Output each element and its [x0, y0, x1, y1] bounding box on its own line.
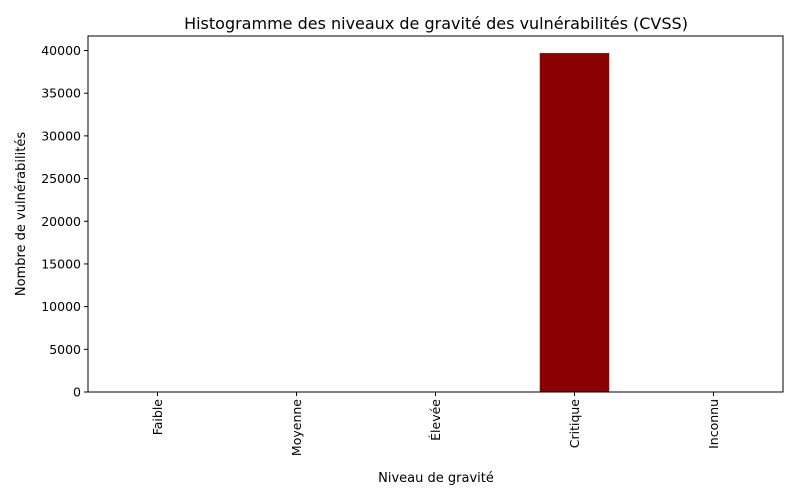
x-axis-label: Niveau de gravité: [378, 471, 494, 486]
y-tick-label: 25000: [41, 171, 81, 186]
x-tick-label: Critique: [567, 399, 582, 449]
x-tick-label: Élevée: [428, 399, 443, 441]
y-tick-label: 40000: [41, 43, 81, 58]
y-tick-label: 15000: [41, 256, 81, 271]
chart-title: Histogramme des niveaux de gravité des v…: [184, 14, 688, 33]
x-axis-ticks: Faible Moyenne Élevée Critique Inconnu: [150, 392, 721, 456]
plot-frame: [87, 35, 784, 393]
bar-4: [539, 53, 610, 392]
y-axis-label: Nombre de vulnérabilités: [14, 132, 29, 296]
bars-layer: [539, 53, 610, 392]
y-axis-ticks: 0 5000 10000 15000 20000 25000 30000 35000 40000: [41, 43, 88, 400]
x-tick-label: Moyenne: [289, 399, 304, 456]
y-tick-label: 30000: [41, 128, 81, 143]
y-tick-label: 35000: [41, 86, 81, 101]
y-tick-label: 0: [73, 385, 81, 400]
y-tick-label: 10000: [41, 299, 81, 314]
x-tick-label: Faible: [150, 399, 165, 436]
y-tick-label: 5000: [49, 342, 81, 357]
y-tick-label: 20000: [41, 214, 81, 229]
x-tick-label: Inconnu: [706, 399, 721, 449]
